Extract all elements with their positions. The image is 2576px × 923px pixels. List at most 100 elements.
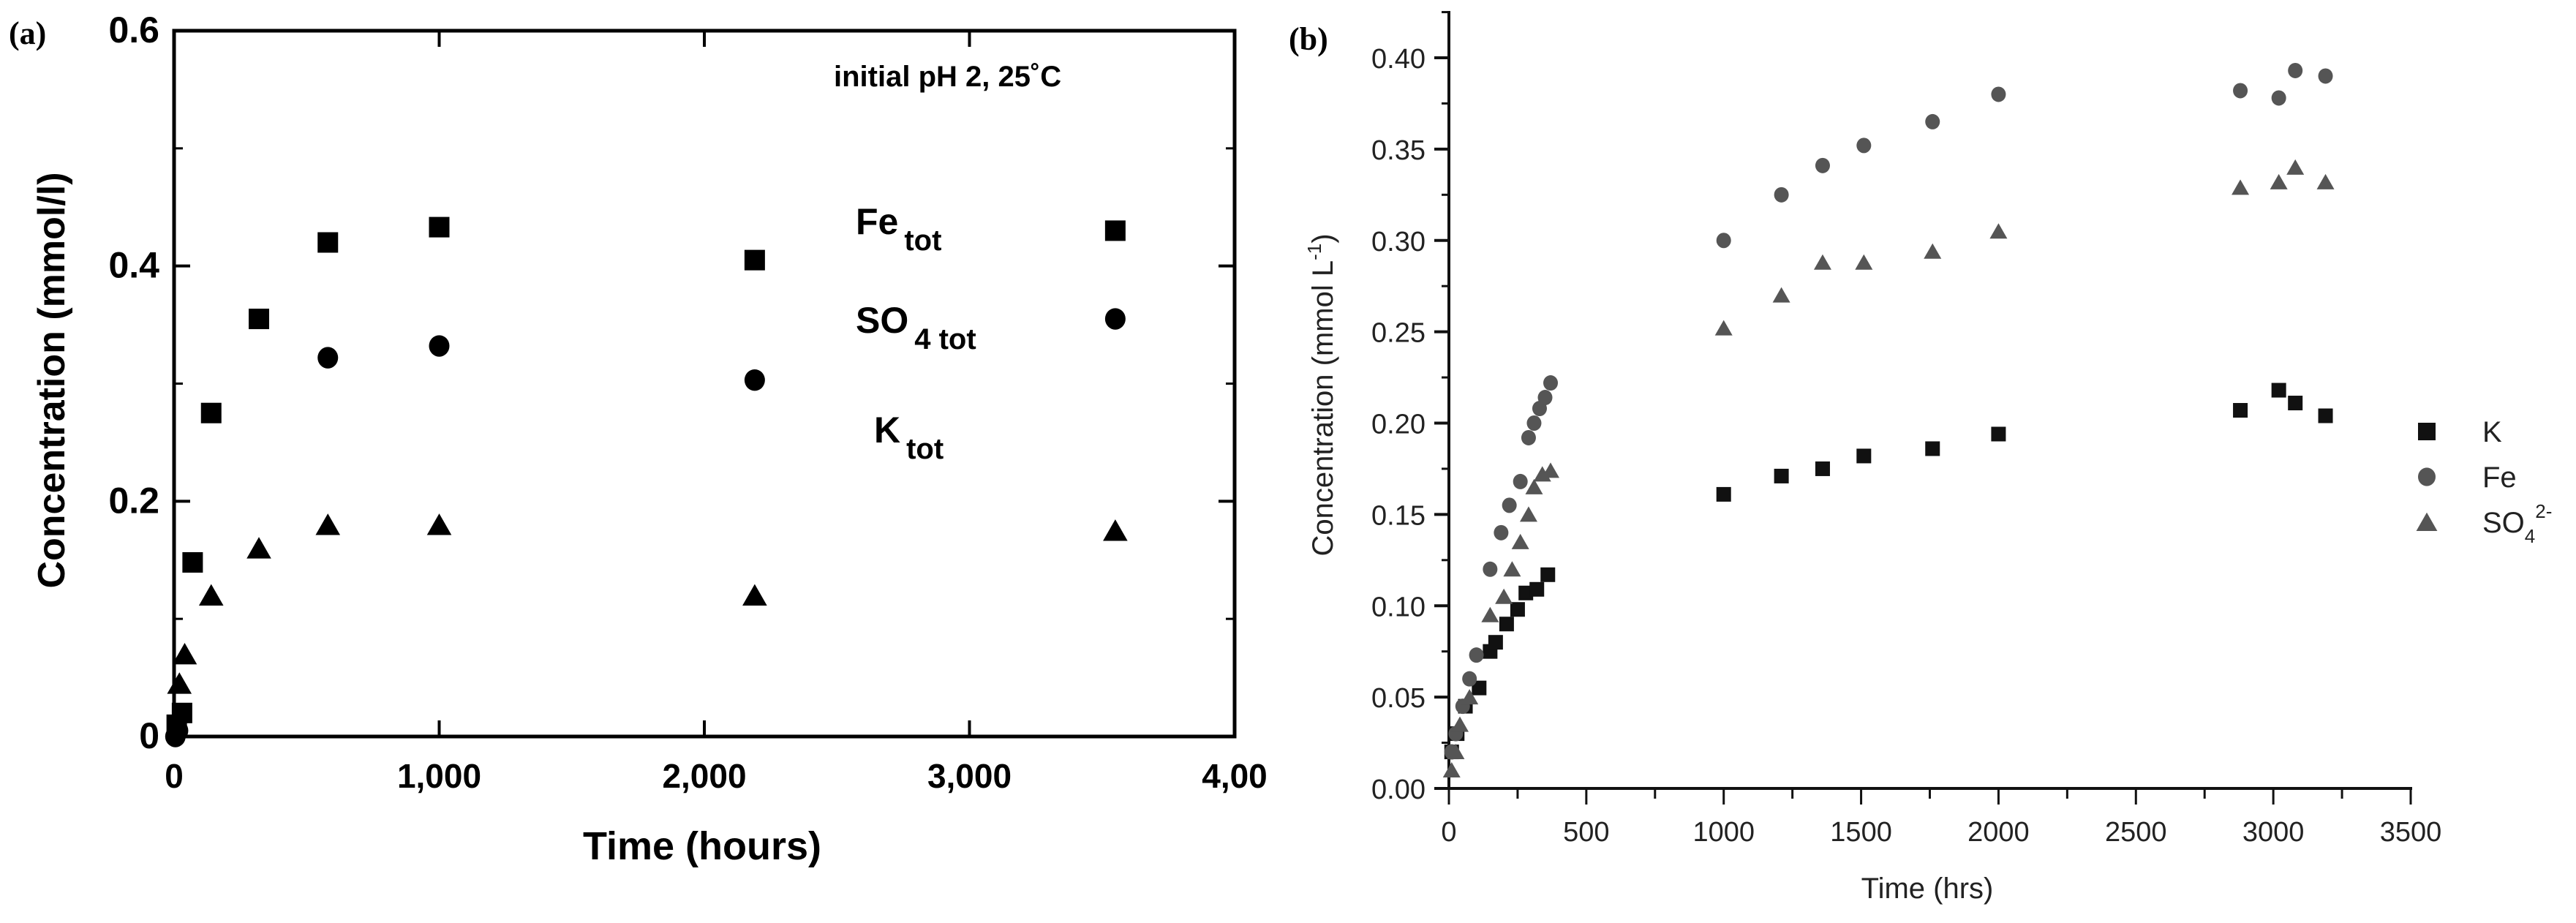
panel-b-point-fe — [1513, 473, 1528, 489]
panel-b-y-tick-label: 0.40 — [1371, 44, 1426, 75]
panel-b-point-so — [1989, 223, 2008, 239]
panel-b-point-fe — [1716, 233, 1731, 249]
panel-b-point-so — [1495, 588, 1513, 604]
panel-b-point-so — [1542, 462, 1560, 478]
panel-b-point-so — [2286, 159, 2305, 175]
panel-b-legend-label-k: K — [2482, 416, 2502, 448]
panel-b-y-tick-label: 0.10 — [1371, 592, 1426, 622]
panel-b-point-k — [2271, 383, 2286, 398]
panel-b-point-k — [1518, 585, 1534, 600]
panel-b-x-tick-label: 3000 — [2242, 817, 2305, 848]
panel-a-series-fe — [166, 216, 1126, 735]
panel-a-point-k — [198, 584, 224, 606]
panel-b-y-axis-label-end: ) — [1307, 233, 1339, 243]
panel-a-x-tick-label: 3,000 — [927, 757, 1012, 795]
panel-b-y-axis-label-sup: -1 — [1303, 244, 1325, 260]
panel-b-point-fe — [1494, 524, 1509, 540]
panel-b-point-fe — [1483, 561, 1498, 577]
panel-a-x-tick-label: 2,000 — [662, 757, 746, 795]
panel-b-x-tick-label: 1000 — [1692, 817, 1755, 848]
panel-a-annotation: initial pH 2, 25˚C — [834, 61, 1061, 93]
panel-a-point-k — [172, 643, 197, 665]
panel-b-point-fe — [2288, 62, 2303, 78]
panel-b-point-so — [1451, 716, 1469, 732]
panel-b-y-tick-label: 0.30 — [1371, 227, 1426, 257]
panel-a-point-so — [317, 347, 339, 369]
panel-b-label: (b) — [1289, 21, 1328, 57]
panel-a-y-tick-label: 0.2 — [108, 480, 159, 521]
panel-b-point-fe — [1543, 375, 1559, 391]
panel-b-point-k — [1510, 602, 1525, 617]
panel-b-legend-label-fe: Fe — [2482, 462, 2517, 494]
panel-b: (b) 0.00 0.05 0.10 0.15 0.20 0.25 0.30 0.35 0.40… — [1289, 11, 2552, 905]
panel-b-x-tick-label: 1500 — [1830, 817, 1892, 848]
panel-b-point-k — [1716, 486, 1731, 502]
panel-a-y-axis-label: Concentration (mmol/l) — [31, 172, 73, 588]
panel-b-point-so — [1525, 478, 1543, 494]
panel-a-legend-sub: tot — [906, 433, 944, 465]
panel-b-point-fe — [2318, 68, 2333, 84]
panel-b-legend-main: Fe — [2482, 462, 2517, 494]
panel-a-point-k — [426, 513, 452, 535]
panel-b-legend-marker-fe — [2418, 467, 2436, 486]
panel-a: (a) 0 0.2 0.4 0.6 0 1,000 2,000 3,000 4,00 init… — [9, 10, 1268, 868]
panel-b-point-so — [1511, 533, 1529, 549]
panel-b-point-so — [1924, 243, 1942, 259]
panel-b-point-so — [1714, 320, 1733, 336]
panel-b-point-so — [1772, 287, 1790, 303]
panel-a-x-tick-label: 0 — [165, 757, 184, 795]
panel-b-point-k — [1499, 617, 1514, 632]
panel-b-point-so — [1461, 689, 1479, 705]
panel-b-point-so — [2316, 173, 2335, 189]
panel-b-point-fe — [1462, 671, 1477, 687]
panel-a-point-k — [315, 513, 341, 535]
panel-b-point-k — [2288, 396, 2303, 411]
panel-b-point-fe — [1521, 429, 1536, 445]
panel-a-point-fe — [249, 309, 269, 330]
panel-a-legend-main: Fe — [856, 201, 898, 242]
panel-b-point-so — [1503, 561, 1521, 577]
panel-a-frame — [172, 29, 1237, 739]
panel-b-legend-label-so: SO42- — [2482, 500, 2552, 547]
panel-b-point-fe — [1815, 157, 1830, 173]
panel-a-point-fe — [182, 551, 203, 573]
panel-a-point-so — [744, 369, 765, 391]
panel-a-legend-label-fe: Fe tot — [856, 201, 941, 257]
panel-b-point-k — [2233, 403, 2248, 418]
panel-b-point-k — [1488, 635, 1503, 650]
panel-b-legend: K Fe SO42- — [2416, 416, 2552, 547]
panel-a-point-k — [1103, 519, 1128, 541]
panel-b-point-k — [1540, 567, 1556, 582]
panel-b-series-fe — [1444, 62, 2333, 760]
panel-b-x-tick-label: 2500 — [2105, 817, 2167, 848]
panel-a-point-fe — [317, 232, 339, 253]
panel-a-legend-main: SO — [856, 300, 908, 341]
panel-b-point-fe — [1856, 137, 1872, 154]
panel-a-point-so — [429, 335, 450, 357]
panel-b-legend-sup: 2- — [2535, 500, 2552, 522]
panel-b-point-fe — [2233, 83, 2248, 99]
panel-b-point-fe — [2271, 90, 2286, 106]
panel-b-point-so — [1442, 762, 1461, 778]
panel-b-y-tick-label: 0.35 — [1371, 135, 1426, 166]
panel-b-legend-main: K — [2482, 416, 2502, 448]
panel-b-legend-marker-so — [2416, 512, 2438, 531]
panel-b-series-k — [1444, 383, 2333, 760]
panel-b-point-k — [1991, 426, 2006, 442]
panel-b-point-k — [1472, 680, 1487, 696]
panel-a-legend-label-so: SO 4 tot — [856, 300, 976, 355]
panel-b-x-axis-label: Time (hrs) — [1861, 873, 1994, 905]
panel-b-point-fe — [1526, 415, 1542, 431]
panel-a-x-axis-label: Time (hours) — [583, 824, 821, 868]
panel-a-point-fe — [744, 249, 765, 271]
panel-b-point-so — [1519, 506, 1537, 522]
panel-a-legend-sub: tot — [904, 225, 941, 257]
panel-a-y-tick-label: 0.6 — [108, 10, 159, 50]
panel-a-point-fe — [200, 402, 222, 423]
panel-a-point-so — [1104, 308, 1126, 330]
panel-b-point-k — [2318, 408, 2333, 423]
panel-b-x-tick-label: 500 — [1563, 817, 1609, 848]
panel-b-point-fe — [1991, 86, 2006, 102]
